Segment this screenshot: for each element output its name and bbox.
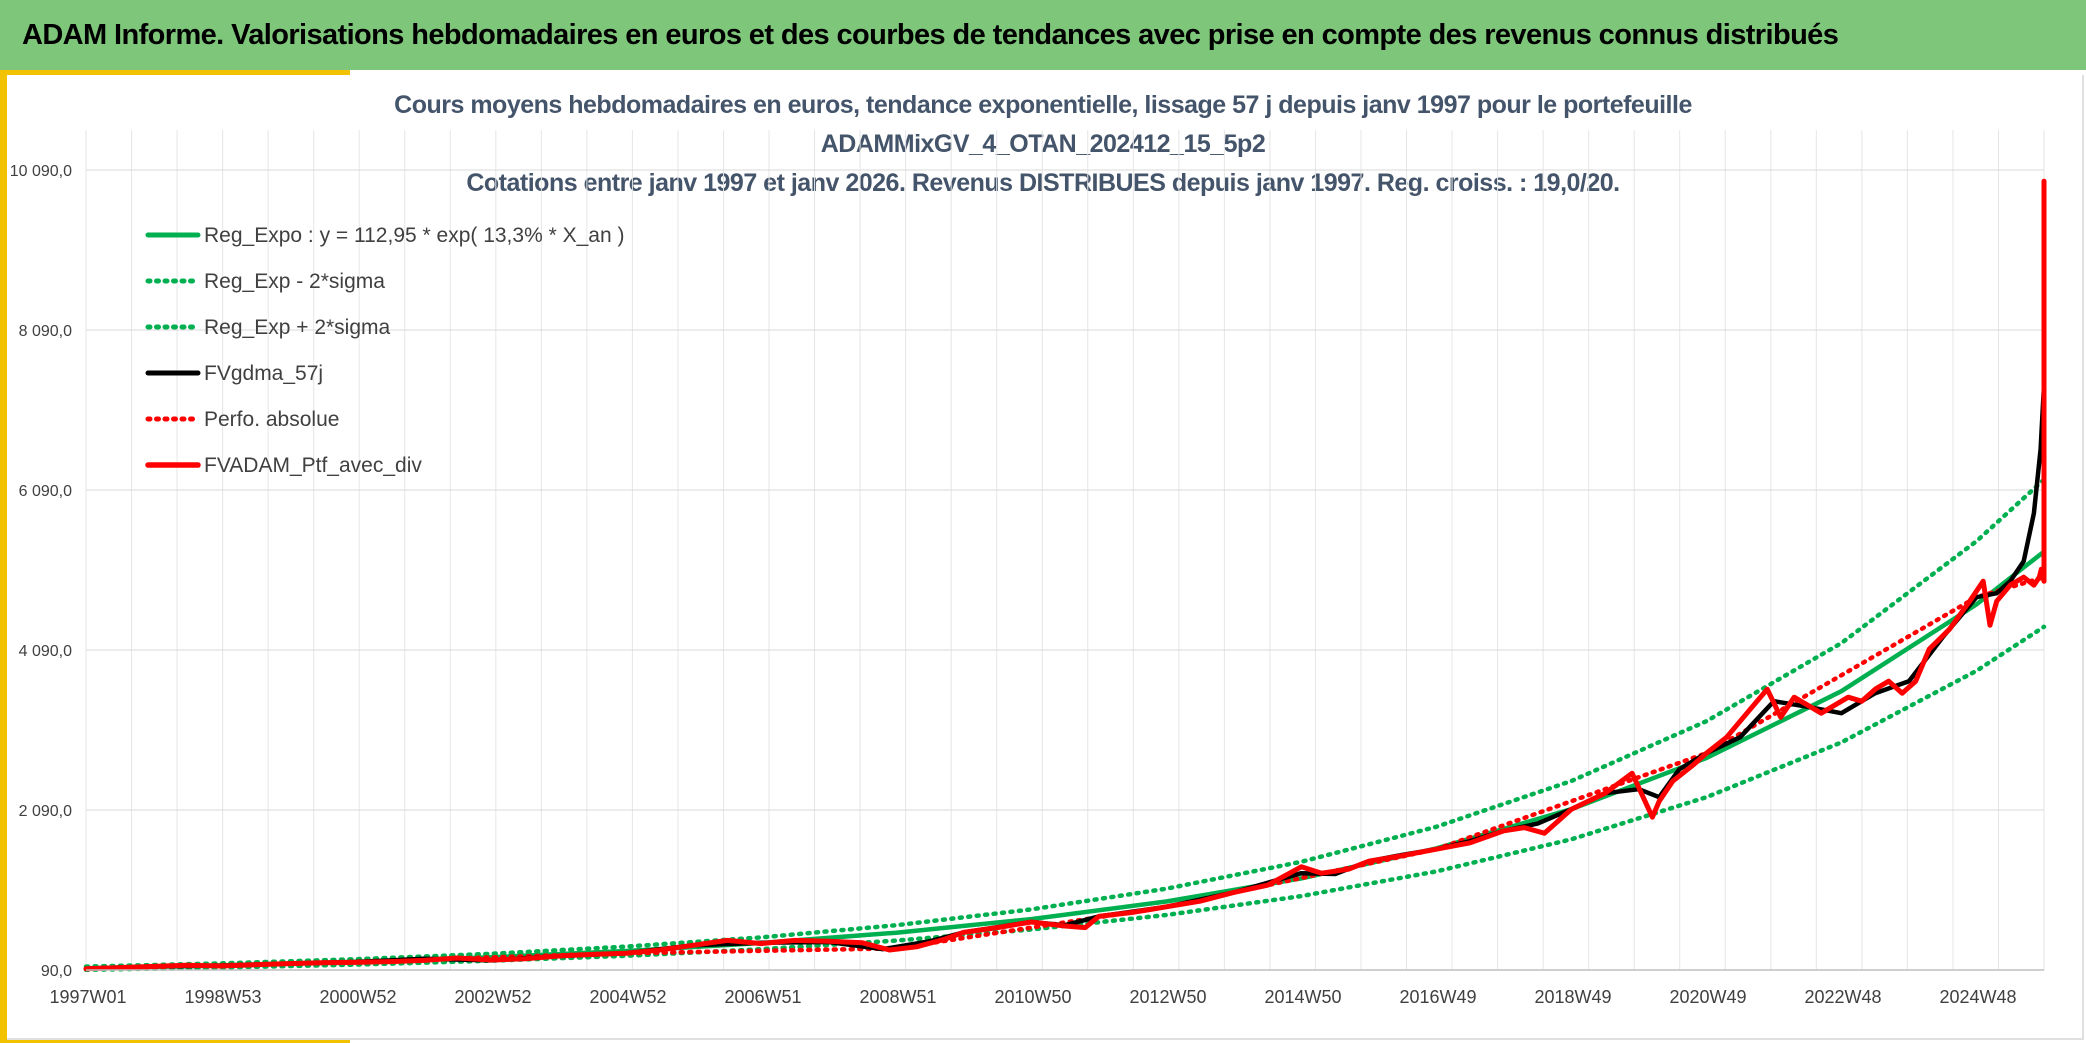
legend-label-2: Reg_Exp - 2*sigma — [204, 270, 385, 293]
legend-label-5: Perfo. absolue — [204, 408, 339, 431]
series-line-2 — [83, 624, 2047, 973]
x-tick-label: 2006W51 — [724, 987, 801, 1007]
y-tick-label: 2 090,0 — [19, 803, 72, 820]
accent-bar-left — [0, 70, 7, 1043]
legend-label-3: Reg_Exp + 2*sigma — [204, 316, 391, 339]
page-title: ADAM Informe. Valorisations hebdomadaire… — [22, 18, 1839, 51]
axis-layer: 90,0 2 090,0 4 090,0 6 090,0 8 090,0 10 090,0… — [10, 163, 2044, 1007]
grid-layer — [85, 130, 2045, 971]
series-line-5 — [83, 574, 2047, 972]
y-tick-label: 6 090,0 — [19, 483, 72, 500]
x-tick-label: 2016W49 — [1399, 987, 1476, 1007]
chart-title-line-1: Cours moyens hebdomadaires en euros, ten… — [394, 91, 1692, 119]
x-tick-label: 2002W52 — [454, 987, 531, 1007]
x-tick-label: 2000W52 — [319, 987, 396, 1007]
y-tick-label: 10 090,0 — [10, 163, 72, 180]
x-tick-label: 2010W50 — [994, 987, 1071, 1007]
series-line-6 — [83, 178, 2047, 972]
x-tick-label: 2008W51 — [859, 987, 936, 1007]
x-tick-label: 2022W48 — [1804, 987, 1881, 1007]
legend-label-6: FVADAM_Ptf_avec_div — [204, 454, 422, 477]
x-tick-label: 1997W01 — [49, 987, 126, 1007]
x-tick-label: 1998W53 — [184, 987, 261, 1007]
x-tick-label: 2014W50 — [1264, 987, 1341, 1007]
y-tick-label: 4 090,0 — [19, 643, 72, 660]
header-bar: ADAM Informe. Valorisations hebdomadaire… — [0, 0, 2086, 70]
chart-title-line-2: ADAMMixGV_4_OTAN_202412_15_5p2 — [820, 130, 1266, 158]
x-tick-label: 2024W48 — [1939, 987, 2016, 1007]
legend: Reg_Expo : y = 112,95 * exp( 13,3% * X_a… — [145, 224, 624, 477]
accent-bar-bottom — [0, 1038, 350, 1043]
chart-title-line-3: Cotations entre janv 1997 et janv 2026. … — [466, 169, 1620, 197]
y-tick-label: 8 090,0 — [19, 323, 72, 340]
x-tick-label: 2004W52 — [589, 987, 666, 1007]
legend-label-1: Reg_Expo : y = 112,95 * exp( 13,3% * X_a… — [204, 224, 624, 247]
x-tick-label: 2012W50 — [1129, 987, 1206, 1007]
y-tick-label: 90,0 — [41, 963, 72, 980]
chart-frame — [7, 75, 2084, 1040]
accent-bar-top — [0, 70, 350, 75]
legend-label-4: FVgdma_57j — [204, 362, 323, 385]
series-line-1 — [83, 549, 2047, 971]
chart-title: Cours moyens hebdomadaires en euros, ten… — [0, 86, 2086, 203]
series-line-3 — [83, 477, 2047, 969]
x-tick-label: 2018W49 — [1534, 987, 1611, 1007]
series-layer — [83, 178, 2047, 973]
x-tick-label: 2020W49 — [1669, 987, 1746, 1007]
